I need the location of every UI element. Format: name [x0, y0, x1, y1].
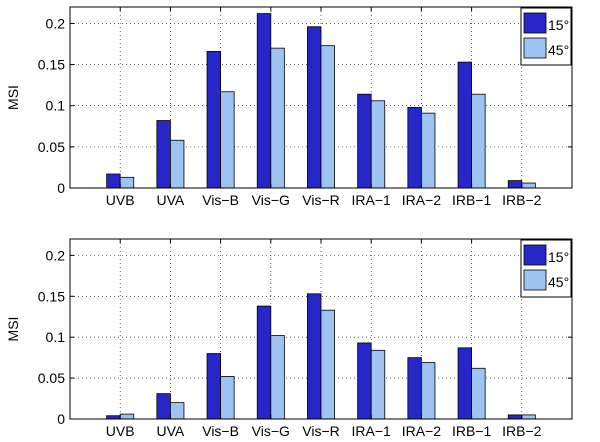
- bar-series-1: [256, 13, 272, 189]
- bar-series-2: [471, 367, 486, 420]
- y-tick-label: 0.05: [38, 370, 65, 386]
- y-tick-label: 0.15: [38, 288, 65, 304]
- x-tick-label: UVA: [157, 423, 185, 439]
- bar-series-2: [169, 139, 185, 189]
- bar-series-1: [507, 414, 523, 420]
- bar-series-1: [407, 357, 422, 420]
- x-tick-label: IRA−2: [402, 423, 442, 439]
- legend-label: 15°: [548, 249, 569, 265]
- y-tick-label: 0.1: [46, 98, 66, 114]
- x-tick-label: IRB−1: [452, 192, 492, 208]
- x-tick-label: UVB: [106, 192, 135, 208]
- bar-series-1: [407, 106, 422, 189]
- legend: 15° 45°: [520, 239, 572, 298]
- bar-series-2: [220, 91, 235, 189]
- x-tick-label: IRB−2: [502, 423, 542, 439]
- bar-series-2: [169, 402, 185, 420]
- bar-series-1: [156, 120, 171, 189]
- bar-series-1: [457, 61, 472, 189]
- x-tick-label: IRA−2: [402, 192, 442, 208]
- bar-series-2: [270, 47, 285, 189]
- bar-series-2: [370, 100, 386, 189]
- legend-swatch: [523, 269, 547, 291]
- bar-series-2: [420, 362, 436, 420]
- bar-series-2: [119, 413, 135, 420]
- bar-series-1: [307, 293, 322, 420]
- legend: 15° 45°: [520, 7, 572, 66]
- bar-series-1: [106, 173, 121, 189]
- x-tick-label: IRA−1: [352, 423, 392, 439]
- bar-series-2: [320, 45, 335, 189]
- x-tick-label: Vis−G: [252, 192, 290, 208]
- x-tick-label: UVA: [157, 192, 185, 208]
- bar-series-1: [457, 347, 472, 420]
- x-tick-label: Vis−R: [302, 192, 339, 208]
- bar-series-1: [256, 305, 272, 420]
- x-tick-label: UVB: [106, 423, 135, 439]
- x-tick-label: IRA−1: [352, 192, 392, 208]
- bar-series-2: [471, 93, 486, 189]
- legend-label: 15°: [548, 17, 569, 33]
- y-axis-label: MSI: [5, 85, 21, 110]
- bar-series-2: [370, 349, 386, 420]
- bar-series-2: [220, 376, 235, 420]
- y-tick-label: 0: [57, 411, 65, 427]
- y-axis-label: MSI: [5, 317, 21, 342]
- x-tick-label: IRB−2: [502, 192, 542, 208]
- bar-series-1: [206, 353, 222, 420]
- bar-series-2: [420, 112, 436, 189]
- x-tick-label: IRB−1: [452, 423, 492, 439]
- bar-series-2: [119, 176, 135, 189]
- y-tick-label: 0.2: [46, 15, 66, 31]
- y-tick-label: 0.05: [38, 139, 65, 155]
- bar-series-1: [357, 93, 372, 189]
- legend-swatch: [523, 12, 547, 34]
- bar-series-2: [521, 414, 536, 420]
- bar-series-2: [521, 182, 536, 189]
- bar-series-1: [206, 51, 222, 189]
- x-tick-label: Vis−B: [202, 423, 239, 439]
- bar-series-1: [307, 26, 322, 189]
- y-tick-label: 0: [57, 180, 65, 196]
- x-tick-label: Vis−G: [252, 423, 290, 439]
- legend-swatch: [523, 37, 547, 59]
- legend-swatch: [523, 244, 547, 266]
- bar-series-2: [270, 335, 285, 420]
- bar-series-1: [156, 393, 171, 420]
- x-tick-label: Vis−R: [302, 423, 339, 439]
- y-tick-label: 0.2: [46, 247, 66, 263]
- legend-label: 45°: [548, 274, 569, 290]
- bar-series-1: [507, 180, 523, 189]
- bar-series-1: [357, 342, 372, 420]
- chart-panel-1: 0 0.05 0.1 0.15 0.2 UVB UVA Vis−B Vis−G Vis−R IRA−…: [5, 6, 573, 208]
- bar-series-2: [320, 309, 335, 420]
- y-tick-label: 0.1: [46, 329, 66, 345]
- y-tick-label: 0.15: [38, 57, 65, 73]
- legend-label: 45°: [548, 42, 569, 58]
- chart-panel-2: 0 0.05 0.1 0.15 0.2 UVB UVA Vis−B Vis−G Vis−R IRA−…: [5, 238, 573, 439]
- x-tick-label: Vis−B: [202, 192, 239, 208]
